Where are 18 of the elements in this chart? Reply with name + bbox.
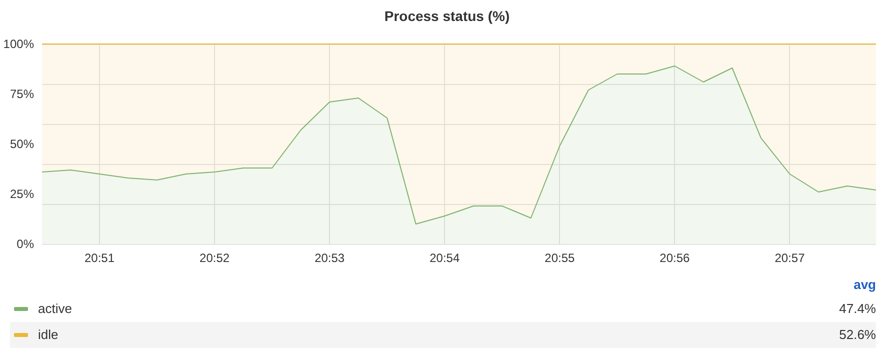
x-tick-label: 20:51: [84, 251, 115, 265]
x-tick-label: 20:52: [200, 251, 230, 265]
x-tick-label: 20:57: [774, 251, 806, 265]
y-tick-label: 0%: [16, 237, 34, 251]
legend-label: active: [38, 300, 72, 318]
x-tick-label: 20:56: [660, 251, 690, 265]
x-tick-label: 20:54: [430, 251, 460, 265]
text: 52.6%: [839, 326, 876, 344]
legend-label: idle: [38, 326, 58, 344]
chart-title: Process status (%): [384, 8, 510, 24]
y-tick-label: 25%: [10, 187, 34, 201]
y-tick-label: 100%: [3, 37, 34, 51]
y-tick-label: 75%: [10, 87, 34, 101]
text: avg: [852, 276, 876, 294]
x-tick-label: 20:55: [544, 251, 575, 265]
text: 47.4%: [839, 300, 876, 318]
x-tick-label: 20:53: [314, 251, 345, 265]
y-tick-label: 50%: [10, 137, 34, 151]
